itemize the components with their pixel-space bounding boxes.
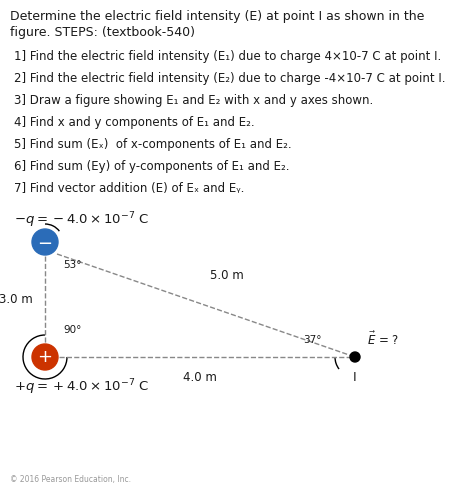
Text: Determine the electric field intensity (E) at point I as shown in the: Determine the electric field intensity (… [10, 10, 424, 23]
Text: $\vec{E}$ = ?: $\vec{E}$ = ? [367, 330, 399, 347]
Text: 3.0 m: 3.0 m [0, 293, 33, 306]
Text: © 2016 Pearson Education, Inc.: © 2016 Pearson Education, Inc. [10, 475, 131, 484]
Text: 6] Find sum (Ey) of y-components of E₁ and E₂.: 6] Find sum (Ey) of y-components of E₁ a… [14, 160, 290, 173]
Text: $+$: $+$ [37, 348, 53, 366]
Text: 53°: 53° [63, 260, 82, 270]
Circle shape [32, 344, 58, 370]
Text: 7] Find vector addition (E) of Eₓ and Eᵧ.: 7] Find vector addition (E) of Eₓ and Eᵧ… [14, 182, 245, 195]
Text: I: I [353, 371, 357, 384]
Text: 37°: 37° [303, 335, 321, 345]
Text: 4.0 m: 4.0 m [183, 371, 217, 384]
Text: $+q = +4.0 \times 10^{-7}$ C: $+q = +4.0 \times 10^{-7}$ C [14, 377, 149, 396]
Text: $-q = -4.0 \times 10^{-7}$ C: $-q = -4.0 \times 10^{-7}$ C [14, 210, 149, 230]
Text: $-$: $-$ [37, 233, 53, 251]
Text: 1] Find the electric field intensity (E₁) due to charge 4×10-7 C at point I.: 1] Find the electric field intensity (E₁… [14, 50, 441, 63]
Circle shape [32, 229, 58, 255]
Text: 90°: 90° [63, 325, 82, 335]
Text: 2] Find the electric field intensity (E₂) due to charge -4×10-7 C at point I.: 2] Find the electric field intensity (E₂… [14, 72, 446, 85]
Text: 4] Find x and y components of E₁ and E₂.: 4] Find x and y components of E₁ and E₂. [14, 116, 255, 129]
Circle shape [350, 352, 360, 362]
Text: 3] Draw a figure showing E₁ and E₂ with x and y axes shown.: 3] Draw a figure showing E₁ and E₂ with … [14, 94, 373, 107]
Text: figure. STEPS: (textbook-540): figure. STEPS: (textbook-540) [10, 26, 195, 39]
Text: 5] Find sum (Eₓ)  of x-components of E₁ and E₂.: 5] Find sum (Eₓ) of x-components of E₁ a… [14, 138, 292, 151]
Text: 5.0 m: 5.0 m [210, 269, 244, 281]
